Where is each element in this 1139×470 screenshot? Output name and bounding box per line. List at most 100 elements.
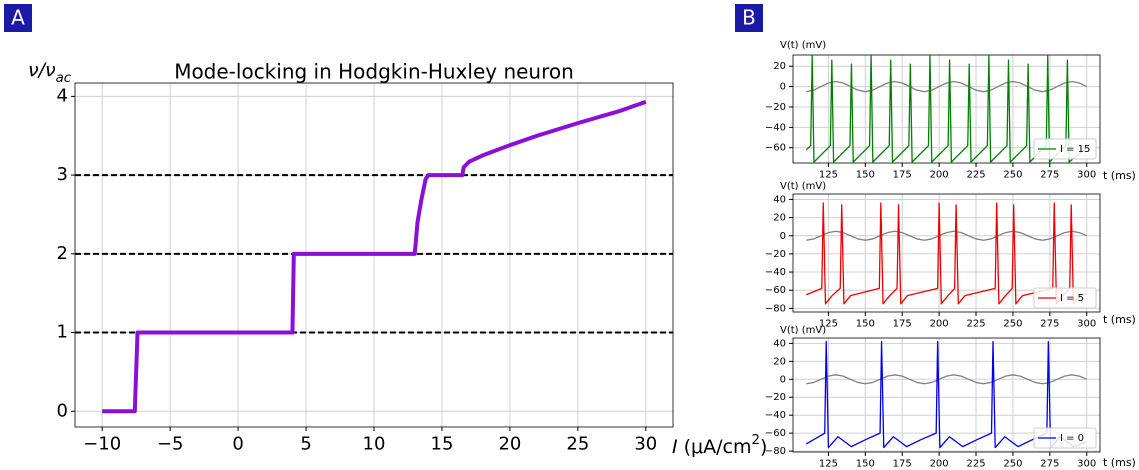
legend-box	[1033, 427, 1097, 449]
panel-badge	[4, 4, 32, 32]
axes-frame	[792, 193, 1101, 313]
x-tick-label: 0	[232, 434, 243, 455]
y-tick-label: 0	[780, 82, 786, 93]
panel-label: B	[742, 6, 756, 30]
x-tick-label: 300	[1077, 170, 1096, 181]
x-tick-label: 225	[966, 170, 985, 181]
legend-box	[1033, 287, 1097, 309]
x-tick-label: 125	[819, 459, 838, 470]
axis-label: ν/νac	[28, 59, 72, 86]
y-tick-label: −60	[765, 143, 786, 154]
y-tick-label: −60	[765, 428, 786, 439]
y-tick-label: −60	[765, 285, 786, 296]
x-tick-label: 225	[966, 319, 985, 330]
x-tick-label: 200	[930, 459, 949, 470]
y-tick-label: 4	[57, 85, 68, 106]
x-tick-label: 250	[1003, 319, 1022, 330]
y-tick-label: −80	[765, 446, 786, 457]
x-tick-label: −10	[83, 434, 121, 455]
axes-frame	[792, 54, 1101, 164]
x-tick-label: 275	[1040, 170, 1059, 181]
data-line	[806, 80, 1088, 93]
axis-label-part: t (ms)	[1103, 456, 1136, 469]
axis-label: t (ms)	[1103, 169, 1136, 182]
data-line	[805, 55, 1088, 163]
axis-label-part: 2	[752, 433, 760, 448]
axis-label-part: )	[760, 436, 767, 458]
x-tick-label: 5	[300, 434, 311, 455]
x-tick-label: 300	[1077, 319, 1096, 330]
x-tick-label: 300	[1077, 459, 1096, 470]
axis-label-part: (μA/cm	[678, 436, 752, 458]
y-tick-label: 20	[773, 213, 786, 224]
axis-label-part: ac	[56, 71, 72, 86]
axes-frame	[792, 337, 1101, 453]
y-tick-label: −40	[765, 410, 786, 421]
x-tick-label: 175	[893, 459, 912, 470]
data-line	[102, 100, 647, 414]
x-tick-label: 275	[1040, 319, 1059, 330]
legend-label: I = 15	[1060, 144, 1090, 155]
y-tick-label: 20	[773, 61, 786, 72]
axis-label-part: t (ms)	[1103, 313, 1136, 326]
x-tick-label: 150	[856, 170, 875, 181]
axis-label-part: ν/ν	[28, 59, 56, 81]
axis-label-part: I	[672, 436, 678, 458]
axis-label: t (ms)	[1103, 456, 1136, 469]
data-line	[806, 202, 1087, 305]
axis-label-part: t (ms)	[1103, 169, 1136, 182]
panel-badge	[735, 4, 763, 32]
x-tick-label: 150	[856, 459, 875, 470]
y-tick-label: −20	[765, 249, 786, 260]
y-tick-label: −80	[765, 303, 786, 314]
y-tick-label: 20	[773, 356, 786, 367]
x-tick-label: 225	[966, 459, 985, 470]
y-tick-label: 0	[780, 374, 786, 385]
data-line	[806, 374, 1087, 385]
y-tick-label: 1	[57, 322, 68, 343]
y-tick-label: −40	[765, 267, 786, 278]
axis-label: t (ms)	[1103, 313, 1136, 326]
x-tick-label: 250	[1003, 459, 1022, 470]
x-tick-label: 175	[893, 170, 912, 181]
data-line	[806, 230, 1087, 241]
x-tick-label: 20	[498, 434, 521, 455]
y-tick-label: −20	[765, 102, 786, 113]
axes-frame	[74, 82, 674, 428]
x-tick-label: 30	[634, 434, 657, 455]
x-tick-label: 15	[431, 434, 454, 455]
chart-title: Mode-locking in Hodgkin-Huxley neuron	[174, 60, 574, 84]
axis-label: I (μA/cm2)	[672, 433, 767, 458]
panel-label: A	[11, 6, 25, 30]
x-tick-label: −5	[157, 434, 184, 455]
x-tick-label: 200	[930, 170, 949, 181]
y-tick-label: −40	[765, 122, 786, 133]
axis-label-part: V(t) (mV)	[780, 325, 826, 336]
x-tick-label: 10	[363, 434, 386, 455]
axis-label: V(t) (mV)	[780, 181, 826, 192]
axis-label: V(t) (mV)	[780, 325, 826, 336]
y-tick-label: 3	[57, 164, 68, 185]
axis-label-part: V(t) (mV)	[780, 181, 826, 192]
legend-label: I = 5	[1060, 293, 1084, 304]
x-tick-label: 175	[893, 319, 912, 330]
y-tick-label: 40	[773, 338, 786, 349]
y-tick-label: 2	[57, 243, 68, 264]
axis-label: V(t) (mV)	[780, 40, 826, 51]
y-tick-label: 0	[780, 231, 786, 242]
x-tick-label: 25	[566, 434, 589, 455]
x-tick-label: 150	[856, 319, 875, 330]
x-tick-label: 200	[930, 319, 949, 330]
x-tick-label: 125	[819, 170, 838, 181]
axis-label-part: V(t) (mV)	[780, 40, 826, 51]
x-tick-label: 250	[1003, 170, 1022, 181]
legend-label: I = 0	[1060, 433, 1084, 444]
x-tick-label: 125	[819, 319, 838, 330]
y-tick-label: 40	[773, 194, 786, 205]
x-tick-label: 275	[1040, 459, 1059, 470]
legend-box	[1033, 138, 1097, 160]
y-tick-label: 0	[57, 400, 68, 421]
y-tick-label: −20	[765, 392, 786, 403]
